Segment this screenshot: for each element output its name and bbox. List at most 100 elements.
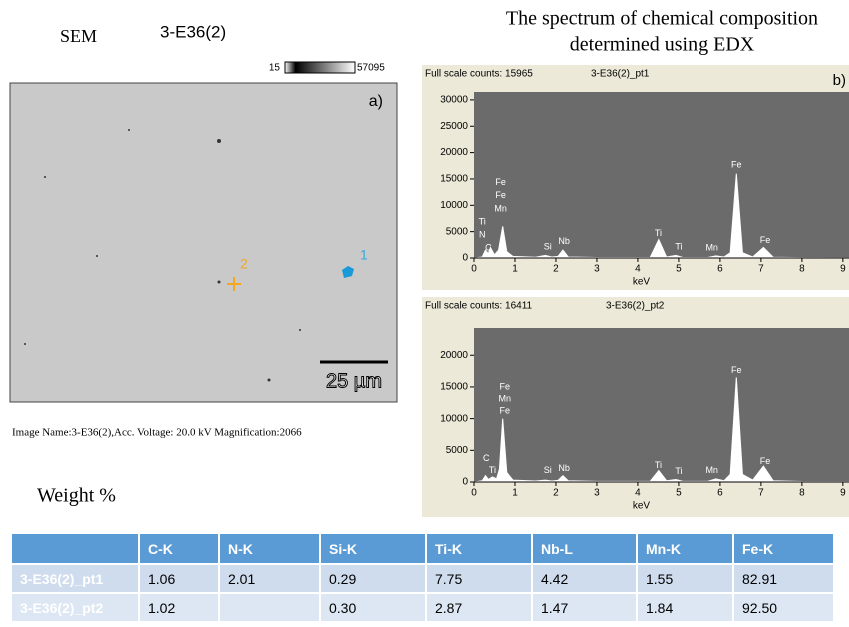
table-cell: Ti-K xyxy=(426,533,532,564)
peak-label: Si xyxy=(544,241,552,251)
peak-label: C xyxy=(485,242,492,252)
x-tick-label: 2 xyxy=(553,264,559,275)
table-cell: 0.30 xyxy=(320,593,426,622)
y-tick-label: 0 xyxy=(462,253,468,264)
panel-label: b) xyxy=(833,72,846,89)
peak-label: Si xyxy=(544,465,552,475)
scale-max: 57095 xyxy=(357,63,385,74)
table-cell: 1.84 xyxy=(637,593,733,622)
peak-label: Fe xyxy=(499,381,510,391)
table-cell: 1.47 xyxy=(532,593,637,622)
y-tick-label: 15000 xyxy=(440,174,468,185)
table-cell: 82.91 xyxy=(733,564,834,593)
peak-label: Ti xyxy=(655,228,662,238)
table-row: 3-E36(2)_pt21.020.302.871.471.8492.50 xyxy=(11,593,834,622)
y-tick-label: 10000 xyxy=(440,413,468,424)
x-tick-label: 5 xyxy=(676,264,682,275)
y-tick-label: 20000 xyxy=(440,147,468,158)
peak-label: N xyxy=(479,230,486,240)
point-label: 2 xyxy=(240,256,248,272)
peak-label: Ti xyxy=(489,465,496,475)
x-tick-label: 4 xyxy=(635,264,641,275)
y-tick-label: 20000 xyxy=(440,350,468,361)
table-cell xyxy=(11,533,139,564)
table-cell: C-K xyxy=(139,533,219,564)
table-cell: N-K xyxy=(219,533,320,564)
spectrum-subtitle: Full scale counts: 15965 xyxy=(425,69,533,80)
sem-sample: 3-E36(2) xyxy=(160,22,226,41)
y-tick-label: 15000 xyxy=(440,382,468,393)
table-cell: 2.01 xyxy=(219,564,320,593)
y-tick-label: 10000 xyxy=(440,200,468,211)
x-tick-label: 9 xyxy=(840,488,846,499)
peak-label: Ti xyxy=(675,466,682,476)
x-tick-label: 1 xyxy=(512,264,518,275)
x-tick-label: 2 xyxy=(553,488,559,499)
x-tick-label: 3 xyxy=(594,488,600,499)
y-tick-label: 25000 xyxy=(440,121,468,132)
x-tick-label: 7 xyxy=(758,488,764,499)
y-tick-label: 5000 xyxy=(446,445,469,456)
intensity-scale xyxy=(285,62,355,73)
peak-label: Mn xyxy=(705,465,718,475)
y-tick-label: 5000 xyxy=(446,226,469,237)
table-cell: 7.75 xyxy=(426,564,532,593)
peak-label: Ti xyxy=(675,241,682,251)
x-axis-label: keV xyxy=(633,501,651,512)
scale-min: 15 xyxy=(269,63,281,74)
y-tick-label: 0 xyxy=(462,477,468,488)
plot-area xyxy=(474,328,849,482)
table-cell: Nb-L xyxy=(532,533,637,564)
sem-image xyxy=(10,83,397,402)
peak-label: Ti xyxy=(479,217,486,227)
scale-bar-label: 25 µm xyxy=(326,370,382,392)
peak-label: Nb xyxy=(558,463,570,473)
weight-table: C-KN-KSi-KTi-KNb-LMn-KFe-K3-E36(2)_pt11.… xyxy=(10,532,835,623)
spectrum-subtitle: Full scale counts: 16411 xyxy=(425,301,533,312)
panel-label: a) xyxy=(369,93,383,110)
table-cell: Mn-K xyxy=(637,533,733,564)
peak-label: Fe xyxy=(495,190,506,200)
x-tick-label: 8 xyxy=(799,264,805,275)
x-tick-label: 3 xyxy=(594,264,600,275)
table-cell: 1.06 xyxy=(139,564,219,593)
x-tick-label: 5 xyxy=(676,488,682,499)
peak-label: Fe xyxy=(495,177,506,187)
peak-label: Fe xyxy=(731,160,742,170)
x-tick-label: 8 xyxy=(799,488,805,499)
x-tick-label: 6 xyxy=(717,488,723,499)
table-cell: 1.02 xyxy=(139,593,219,622)
spectrum-title: 3-E36(2)_pt1 xyxy=(591,69,650,80)
x-tick-label: 0 xyxy=(471,264,477,275)
table-cell: 0.29 xyxy=(320,564,426,593)
table-cell: Fe-K xyxy=(733,533,834,564)
x-tick-label: 6 xyxy=(717,264,723,275)
sem-label: SEM xyxy=(60,26,97,46)
x-tick-label: 7 xyxy=(758,264,764,275)
page: SEM 3-E36(2) 15 57095 a) 1 2 25 µm Image… xyxy=(0,0,849,627)
edx-title: The spectrum of chemical composition xyxy=(506,8,818,30)
x-tick-label: 0 xyxy=(471,488,477,499)
table-cell xyxy=(219,593,320,622)
table-cell: 3-E36(2)_pt2 xyxy=(11,593,139,622)
weight-title: Weight % xyxy=(37,485,116,507)
peak-label: C xyxy=(483,453,490,463)
x-axis-label: keV xyxy=(633,277,651,288)
point-label: 1 xyxy=(360,247,368,263)
edx-title: determined using EDX xyxy=(570,34,755,56)
table-cell: 2.87 xyxy=(426,593,532,622)
x-tick-label: 1 xyxy=(512,488,518,499)
table-cell: Si-K xyxy=(320,533,426,564)
x-tick-label: 9 xyxy=(840,264,846,275)
peak-label: Mn xyxy=(705,242,718,252)
peak-label: Fe xyxy=(731,365,742,375)
sem-caption: Image Name:3-E36(2),Acc. Voltage: 20.0 k… xyxy=(12,427,302,439)
x-tick-label: 4 xyxy=(635,488,641,499)
peak-label: Fe xyxy=(760,456,771,466)
y-tick-label: 30000 xyxy=(440,95,468,106)
table-cell: 1.55 xyxy=(637,564,733,593)
peak-label: Fe xyxy=(760,235,771,245)
peak-label: Mn xyxy=(498,393,511,403)
